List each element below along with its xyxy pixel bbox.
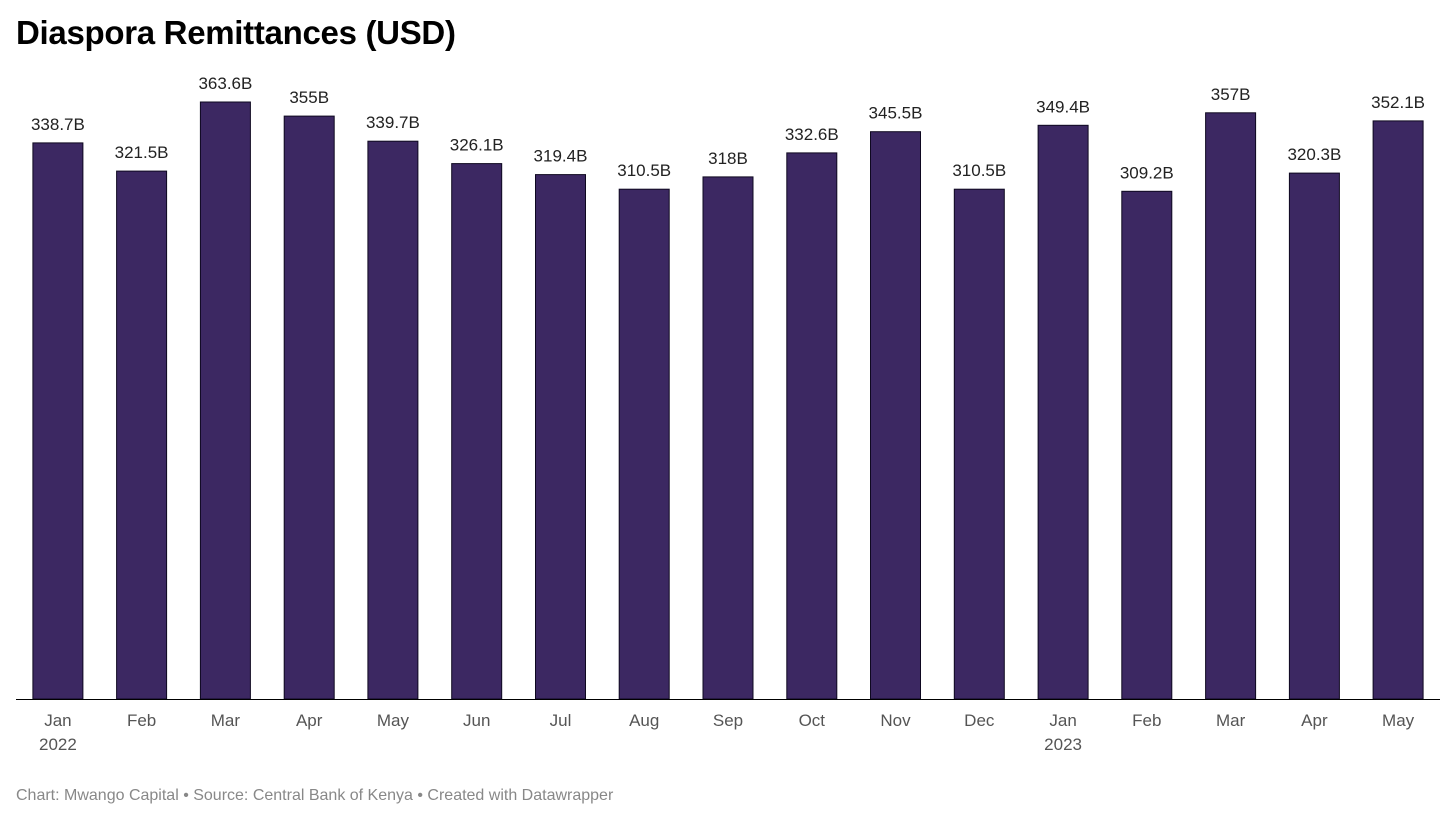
value-label-15: 357B [1211, 85, 1251, 104]
tick-month: Jul [550, 711, 572, 730]
bar-15 [1205, 112, 1257, 700]
tick-month: May [377, 711, 410, 730]
tick-month: Dec [964, 711, 995, 730]
bar-1 [32, 142, 84, 700]
x-tick-label-12: Dec [964, 711, 995, 730]
value-label-4: 355B [289, 88, 329, 107]
x-tick-label-7: Jul [550, 711, 572, 730]
tick-month: Sep [713, 711, 743, 730]
tick-month: Feb [127, 711, 156, 730]
x-tick-label-14: Feb [1132, 711, 1161, 730]
tick-month: Jan [44, 711, 71, 730]
tick-month: Jun [463, 711, 490, 730]
value-label-8: 310.5B [617, 161, 671, 180]
x-tick-label-9: Sep [713, 711, 743, 730]
tick-month: Feb [1132, 711, 1161, 730]
value-label-12: 310.5B [952, 161, 1006, 180]
bar-6 [451, 163, 503, 700]
value-label-1: 338.7B [31, 115, 85, 134]
tick-year: 2023 [1044, 735, 1082, 754]
x-tick-label-15: Mar [1216, 711, 1246, 730]
value-label-2: 321.5B [115, 143, 169, 162]
bar-7 [535, 174, 586, 700]
x-tick-label-17: May [1382, 711, 1415, 730]
bar-16 [1288, 172, 1340, 700]
tick-month: Nov [880, 711, 911, 730]
bar-5 [367, 140, 419, 700]
tick-year: 2022 [39, 735, 77, 754]
x-tick-label-6: Jun [463, 711, 490, 730]
tick-month: May [1382, 711, 1415, 730]
x-tick-label-2: Feb [127, 711, 156, 730]
bar-17 [1372, 120, 1424, 700]
tick-month: Apr [296, 711, 323, 730]
bar-2 [116, 170, 168, 700]
bar-14 [1121, 190, 1173, 700]
x-tick-label-13: Jan 2023 [1044, 711, 1082, 754]
tick-month: Apr [1301, 711, 1328, 730]
bar-8 [618, 188, 670, 700]
value-label-3: 363.6B [198, 74, 252, 93]
bar-12 [953, 188, 1005, 700]
bar-4 [283, 115, 335, 700]
x-tick-label-8: Aug [629, 711, 659, 730]
tick-month: Oct [799, 711, 826, 730]
x-tick-label-10: Oct [799, 711, 826, 730]
tick-month: Mar [1216, 711, 1246, 730]
x-tick-label-16: Apr [1301, 711, 1328, 730]
value-label-17: 352.1B [1371, 93, 1425, 112]
value-label-14: 309.2B [1120, 163, 1174, 182]
value-label-16: 320.3B [1287, 145, 1341, 164]
chart-title: Diaspora Remittances (USD) [16, 14, 456, 51]
value-labels-layer: 338.7B 321.5B 363.6B 355B 339.7B 326.1B 319.4B… [31, 74, 1425, 182]
value-label-7: 319.4B [534, 147, 588, 166]
value-label-13: 349.4B [1036, 97, 1090, 116]
x-tick-label-1: Jan 2022 [39, 711, 77, 754]
value-label-11: 345.5B [869, 104, 923, 123]
x-tick-label-11: Nov [880, 711, 911, 730]
x-tick-labels-layer: Jan 2022 Feb Mar Apr May Jun Jul Aug Sep Oct Nov Dec… [39, 711, 1415, 754]
x-tick-label-3: Mar [211, 711, 241, 730]
tick-month: Mar [211, 711, 241, 730]
value-label-5: 339.7B [366, 113, 420, 132]
tick-month: Aug [629, 711, 659, 730]
tick-month: Jan [1049, 711, 1076, 730]
value-label-10: 332.6B [785, 125, 839, 144]
value-label-6: 326.1B [450, 136, 504, 155]
x-tick-label-5: May [377, 711, 410, 730]
bar-11 [870, 131, 921, 700]
x-tick-label-4: Apr [296, 711, 323, 730]
bar-9 [702, 176, 754, 700]
bar-13 [1037, 124, 1089, 700]
bar-10 [786, 152, 838, 700]
bar-3 [199, 101, 251, 700]
bars-layer [32, 101, 1424, 700]
chart-credit-footer: Chart: Mwango Capital • Source: Central … [16, 787, 614, 804]
value-label-9: 318B [708, 149, 748, 168]
